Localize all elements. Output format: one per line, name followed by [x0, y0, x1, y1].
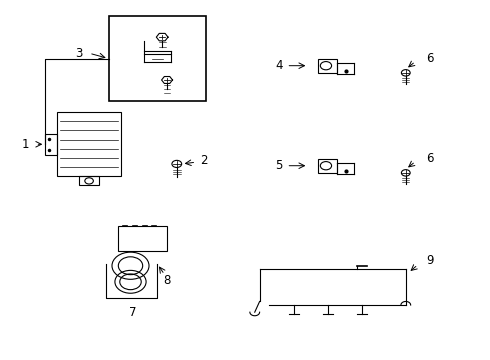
Bar [57, 112, 121, 176]
Text: 2: 2 [200, 154, 207, 167]
Text: 6: 6 [426, 52, 434, 65]
Bar [118, 226, 167, 251]
Text: 7: 7 [129, 306, 137, 319]
Text: 3: 3 [75, 47, 83, 60]
Bar [318, 59, 337, 73]
Text: 5: 5 [275, 159, 283, 172]
Bar [318, 159, 337, 172]
Bar [45, 134, 57, 155]
Text: 8: 8 [163, 274, 171, 287]
Bar [79, 176, 99, 185]
Text: 1: 1 [22, 138, 29, 151]
Text: 4: 4 [275, 59, 283, 72]
Text: 9: 9 [426, 254, 434, 267]
Text: 6: 6 [426, 152, 434, 165]
Bar [109, 16, 206, 102]
